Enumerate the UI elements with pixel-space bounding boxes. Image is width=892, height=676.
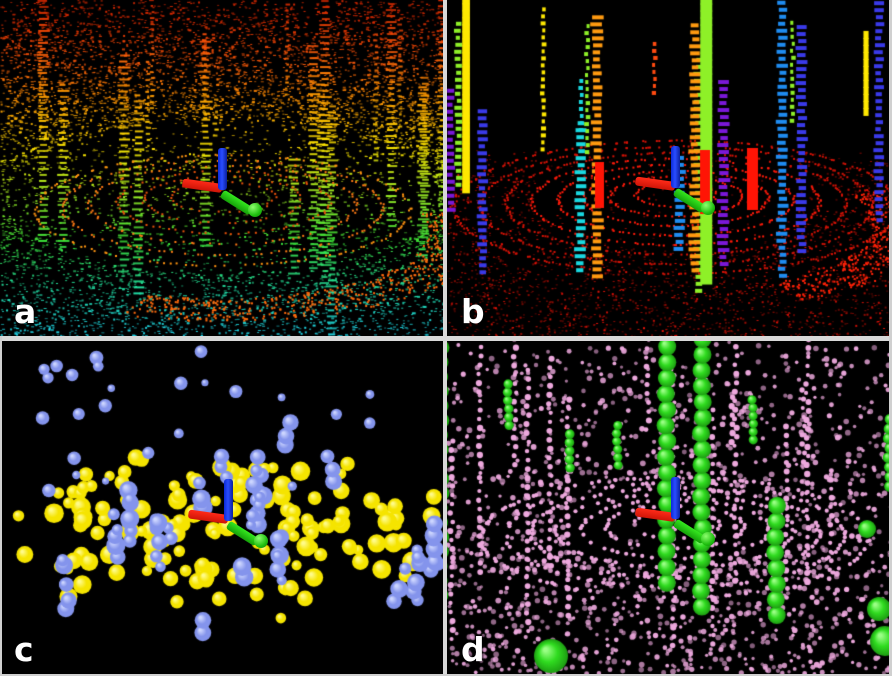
left-trim (0, 336, 2, 676)
origin-marker (701, 532, 715, 546)
panel-label-d: d (461, 630, 485, 669)
panel-d-map-with-landmarks[interactable]: d (447, 341, 892, 674)
right-trim (889, 0, 892, 676)
origin-marker (701, 201, 715, 215)
panel-label-a: a (14, 292, 37, 331)
z-axis-blue (671, 146, 680, 188)
point-cloud-canvas-b (447, 0, 892, 336)
point-cloud-canvas-d (447, 341, 892, 674)
panel-c-extracted-features[interactable]: c (0, 341, 443, 674)
horizontal-gutter (0, 336, 892, 341)
panel-label-b: b (461, 292, 485, 331)
panel-label-c: c (14, 630, 34, 669)
point-cloud-canvas-c (0, 341, 443, 674)
panel-b-segmented-clusters[interactable]: b (447, 0, 892, 336)
z-axis-blue (671, 477, 680, 519)
origin-marker (248, 203, 262, 217)
z-axis-blue (218, 148, 227, 190)
origin-marker (254, 534, 268, 548)
bottom-trim (0, 674, 892, 676)
z-axis-blue (224, 479, 233, 521)
panel-a-raw-point-cloud[interactable]: a (0, 0, 443, 336)
